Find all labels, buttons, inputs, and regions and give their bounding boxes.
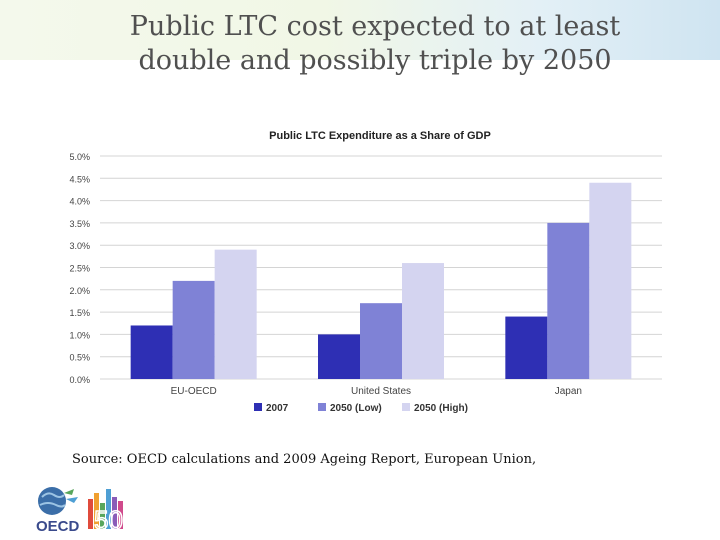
header-band: [0, 0, 720, 60]
bar-2050-high-japan: [589, 182, 632, 379]
y-tick-label: 2.0%: [69, 286, 90, 296]
oecd-logo-text: OECD: [36, 518, 80, 535]
x-tick-label: EU-OECD: [171, 386, 217, 397]
oecd-globe-icon: [38, 487, 78, 515]
y-tick-label: 5.0%: [69, 152, 90, 162]
y-tick-label: 3.0%: [69, 241, 90, 251]
bar-chart: 0.0% 0.5% 1.0% 1.5% 2.0% 2.5% 3.0% 3.5% 4.0% 4.5%…: [69, 152, 662, 414]
y-tick-label: 4.5%: [69, 174, 90, 184]
legend-swatch: [254, 403, 262, 411]
oecd-50-logo: OECD 50: [36, 487, 124, 535]
y-tick-label: 0.0%: [69, 375, 90, 385]
bar-2007-japan: [505, 316, 548, 379]
bar-2050-low-japan: [547, 222, 590, 379]
legend-swatch: [402, 403, 410, 411]
anniversary-50-text: 50: [94, 505, 123, 535]
slide-title-line-2: double and possibly triple by 2050: [138, 45, 612, 76]
source-note: Source: OECD calculations and 2009 Agein…: [72, 452, 537, 467]
bar-2050-low-eu-oecd: [172, 280, 215, 379]
y-tick-label: 3.5%: [69, 219, 90, 229]
legend-label: 2007: [266, 403, 289, 414]
legend-label: 2050 (Low): [330, 403, 382, 414]
bar-2050-high-eu-oecd: [214, 249, 257, 379]
x-tick-label: United States: [351, 386, 411, 397]
bar-2007-united-states: [318, 334, 360, 379]
slide-title: Public LTC cost expected to at least dou…: [80, 10, 670, 78]
legend-label: 2050 (High): [414, 403, 468, 414]
chart-title: Public LTC Expenditure as a Share of GDP: [269, 130, 491, 142]
y-tick-label: 4.0%: [69, 197, 90, 207]
legend-swatch: [318, 403, 326, 411]
anniversary-50-mark: 50: [88, 489, 124, 535]
y-tick-label: 1.5%: [69, 308, 90, 318]
bar-2050-low-united-states: [360, 303, 402, 379]
y-tick-label: 0.5%: [69, 353, 90, 363]
slide-title-line-1: Public LTC cost expected to at least: [129, 11, 621, 42]
x-tick-label: Japan: [555, 386, 582, 397]
y-tick-label: 2.5%: [69, 264, 90, 274]
y-tick-label: 1.0%: [69, 330, 90, 340]
bar-2050-high-united-states: [402, 263, 444, 379]
bar-2007-eu-oecd: [130, 325, 173, 379]
